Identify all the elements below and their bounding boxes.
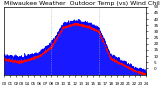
- Text: Milwaukee Weather  Outdoor Temp (vs) Wind Chill per Minute (Last 24 Hours): Milwaukee Weather Outdoor Temp (vs) Wind…: [4, 1, 160, 6]
